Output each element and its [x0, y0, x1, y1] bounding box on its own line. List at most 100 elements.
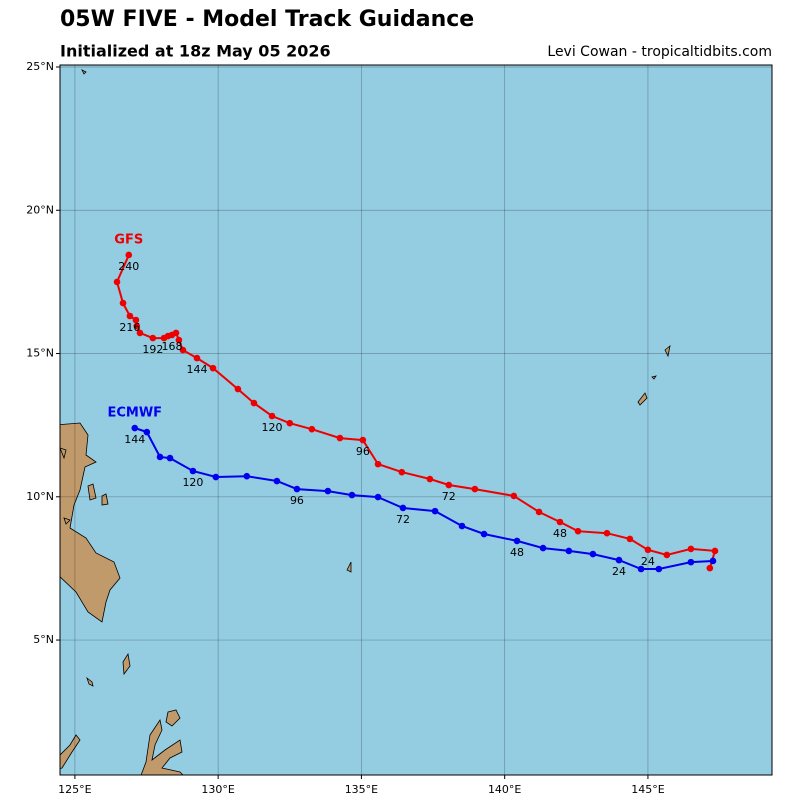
track-point: [626, 535, 634, 543]
track-point: [471, 485, 479, 493]
chart-title: 05W FIVE - Model Track Guidance: [60, 7, 474, 32]
track-point: [711, 547, 719, 555]
hour-label: 72: [396, 513, 410, 526]
hour-label: 192: [142, 343, 163, 356]
track-point: [243, 472, 251, 480]
track-point: [655, 565, 663, 573]
track-point: [293, 485, 301, 493]
track-point: [324, 487, 332, 495]
track-point: [426, 475, 434, 483]
hour-label: 72: [442, 490, 456, 503]
credit: Levi Cowan - tropicaltidbits.com: [547, 44, 772, 60]
hour-label: 120: [262, 421, 283, 434]
chart-subtitle: Initialized at 18z May 05 2026: [60, 42, 331, 61]
track-point: [136, 329, 144, 337]
track-point: [399, 504, 407, 512]
y-tick-label: 10°N: [26, 490, 54, 503]
track-point: [539, 544, 547, 552]
track-point: [193, 354, 201, 362]
track-point: [133, 322, 141, 330]
hour-label: 120: [182, 476, 203, 489]
hour-label: 240: [118, 260, 139, 273]
y-tick-label: 5°N: [33, 633, 54, 646]
track-point: [565, 547, 573, 555]
track-point: [149, 334, 157, 342]
model-name: GFS: [114, 232, 143, 247]
track-point: [143, 428, 151, 436]
track-point: [189, 467, 197, 475]
land: [60, 69, 671, 775]
track-point: [156, 453, 164, 461]
track-point: [535, 508, 543, 516]
x-tick-label: 130°E: [201, 783, 234, 796]
track-point: [359, 436, 367, 444]
track-point: [663, 551, 671, 559]
track-point: [113, 278, 121, 286]
island: [81, 69, 671, 727]
hour-label: 216: [119, 321, 140, 334]
x-tick-label: 135°E: [345, 783, 378, 796]
track-point: [348, 491, 356, 499]
track-point: [644, 546, 652, 554]
track-point: [603, 529, 611, 537]
x-tick-label: 140°E: [488, 783, 521, 796]
track-point: [268, 412, 276, 420]
track-point: [709, 557, 717, 565]
hour-label: 144: [186, 363, 207, 376]
y-tick-label: 15°N: [26, 347, 54, 360]
track-point: [574, 527, 582, 535]
track-point: [209, 364, 217, 372]
track-point: [431, 507, 439, 515]
island: [60, 734, 81, 769]
y-tick-label: 25°N: [26, 60, 54, 73]
plot-frame: [59, 64, 773, 776]
track-point: [166, 454, 174, 462]
track-point: [615, 556, 623, 564]
x-tick-label: 125°E: [58, 783, 91, 796]
ocean: [60, 65, 772, 775]
track-point: [510, 492, 518, 500]
track-point: [687, 558, 695, 566]
hour-label: 48: [553, 527, 567, 540]
track-point: [126, 312, 134, 320]
track-point: [119, 299, 127, 307]
track-point: [273, 477, 281, 485]
track-point: [637, 565, 645, 573]
track-point: [308, 425, 316, 433]
track-point: [445, 481, 453, 489]
track-point: [336, 434, 344, 442]
track-point: [212, 473, 220, 481]
track-point: [131, 424, 139, 432]
track-point: [480, 530, 488, 538]
track-point: [250, 399, 258, 407]
hour-label: 24: [612, 565, 626, 578]
track-point: [556, 518, 564, 526]
track-point: [513, 537, 521, 545]
track-point: [398, 468, 406, 476]
track-point: [458, 522, 466, 530]
track-point: [175, 336, 183, 344]
track-point: [132, 316, 140, 324]
y-tick-label: 20°N: [26, 203, 54, 216]
island: [60, 447, 109, 525]
x-tick-label: 145°E: [631, 783, 664, 796]
model-name: ECMWF: [107, 406, 162, 421]
hour-label: 96: [356, 445, 370, 458]
landmass: [60, 422, 121, 623]
track-point: [286, 419, 294, 427]
hour-label: 144: [124, 433, 145, 446]
hour-label: 24: [641, 555, 655, 568]
hour-label: 168: [162, 340, 183, 353]
island: [140, 718, 184, 775]
track-point: [374, 493, 382, 501]
track-point: [687, 545, 695, 553]
track-point: [706, 564, 714, 572]
track-point: [234, 385, 242, 393]
track-point: [374, 460, 382, 468]
hour-label: 48: [510, 546, 524, 559]
track-point: [179, 346, 187, 354]
track-point: [160, 334, 168, 342]
track-point: [125, 251, 133, 259]
hour-label: 96: [290, 494, 304, 507]
